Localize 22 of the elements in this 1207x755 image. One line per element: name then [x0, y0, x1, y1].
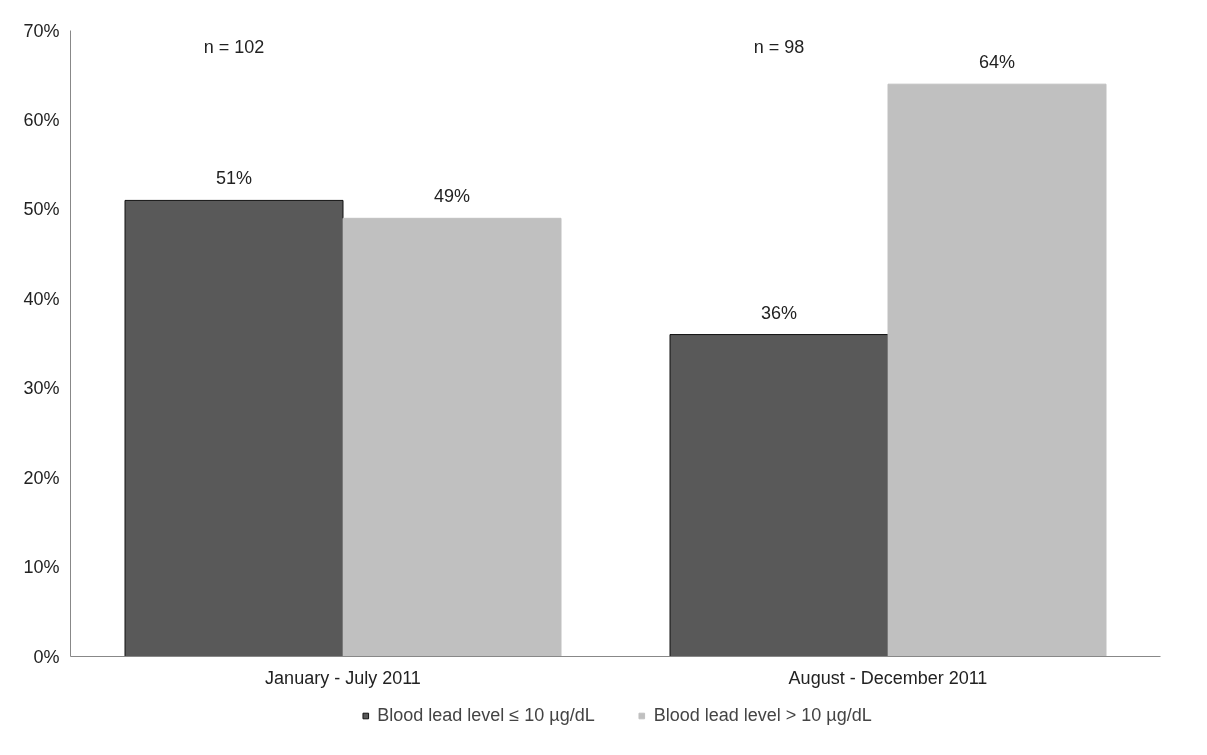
data-label: 49% [433, 186, 471, 207]
x-tick-label: August - December 2011 [788, 667, 988, 688]
legend-label: Blood lead level > 10 µg/dL [653, 704, 872, 726]
annotation: n = 98 [753, 36, 805, 57]
annotation: n = 102 [203, 36, 265, 57]
data-label: 36% [760, 302, 798, 323]
y-tick-label: 10% [23, 557, 60, 578]
legend-label: Blood lead level ≤ 10 µg/dL [377, 704, 595, 726]
y-tick-label: 50% [23, 199, 60, 220]
y-tick-label: 0% [33, 646, 60, 667]
y-tick-label: 20% [23, 467, 60, 488]
y-tick-label: 40% [23, 288, 60, 309]
data-label: 51% [215, 168, 253, 189]
y-tick-label: 30% [23, 378, 60, 399]
bar [887, 83, 1107, 657]
bar [124, 199, 344, 657]
y-tick-label: 60% [23, 109, 60, 130]
x-tick-label: January - July 2011 [265, 667, 421, 688]
bar [342, 217, 562, 657]
bar [669, 334, 889, 657]
data-label: 64% [978, 52, 1016, 73]
y-tick-label: 70% [23, 20, 60, 41]
